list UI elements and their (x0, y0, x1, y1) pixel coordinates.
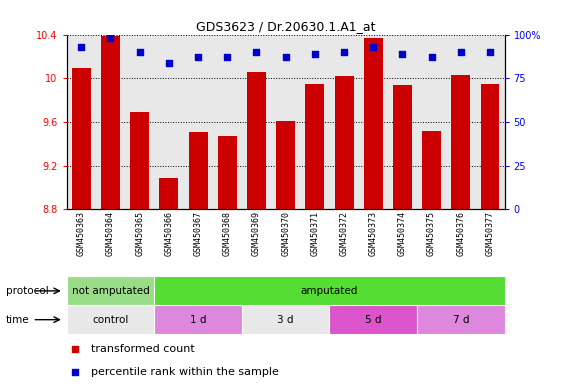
Bar (422, 131, 441, 209)
Bar (67, 276, 154, 305)
Bar (188, 132, 208, 209)
Bar (242, 305, 329, 334)
Point (106, 35, 115, 41)
Text: percentile rank within the sample: percentile rank within the sample (91, 366, 278, 377)
Point (223, 54, 232, 60)
Text: not amputated: not amputated (71, 286, 150, 296)
Point (135, 49, 144, 55)
Point (77, 44, 86, 50)
Point (281, 54, 291, 60)
Point (427, 54, 436, 60)
Text: time: time (6, 314, 30, 325)
Bar (72, 68, 91, 209)
Point (398, 51, 407, 57)
Bar (247, 72, 266, 209)
Text: amputated: amputated (301, 286, 358, 296)
Bar (130, 112, 149, 209)
Point (456, 49, 466, 55)
Bar (218, 136, 237, 209)
Bar (160, 178, 179, 209)
Bar (480, 84, 499, 209)
Text: 1 d: 1 d (190, 314, 206, 325)
Bar (154, 276, 505, 305)
Bar (101, 36, 120, 209)
Title: GDS3623 / Dr.20630.1.A1_at: GDS3623 / Dr.20630.1.A1_at (196, 20, 375, 33)
Text: control: control (92, 314, 129, 325)
Bar (154, 305, 242, 334)
Point (164, 60, 173, 66)
Point (71, 346, 80, 352)
Bar (364, 38, 383, 209)
Text: 7 d: 7 d (452, 314, 469, 325)
Bar (393, 85, 412, 209)
Text: 5 d: 5 d (365, 314, 382, 325)
Bar (276, 121, 295, 209)
Bar (329, 305, 417, 334)
Bar (305, 84, 324, 209)
Bar (335, 76, 354, 209)
Point (71, 369, 80, 375)
Point (369, 44, 378, 50)
Text: 3 d: 3 d (277, 314, 294, 325)
Point (310, 51, 320, 57)
Text: protocol: protocol (6, 286, 49, 296)
Text: transformed count: transformed count (91, 344, 194, 354)
Bar (67, 305, 154, 334)
Point (339, 49, 349, 55)
Point (193, 54, 203, 60)
Bar (417, 305, 505, 334)
Point (252, 49, 261, 55)
Bar (451, 75, 470, 209)
Point (485, 49, 495, 55)
